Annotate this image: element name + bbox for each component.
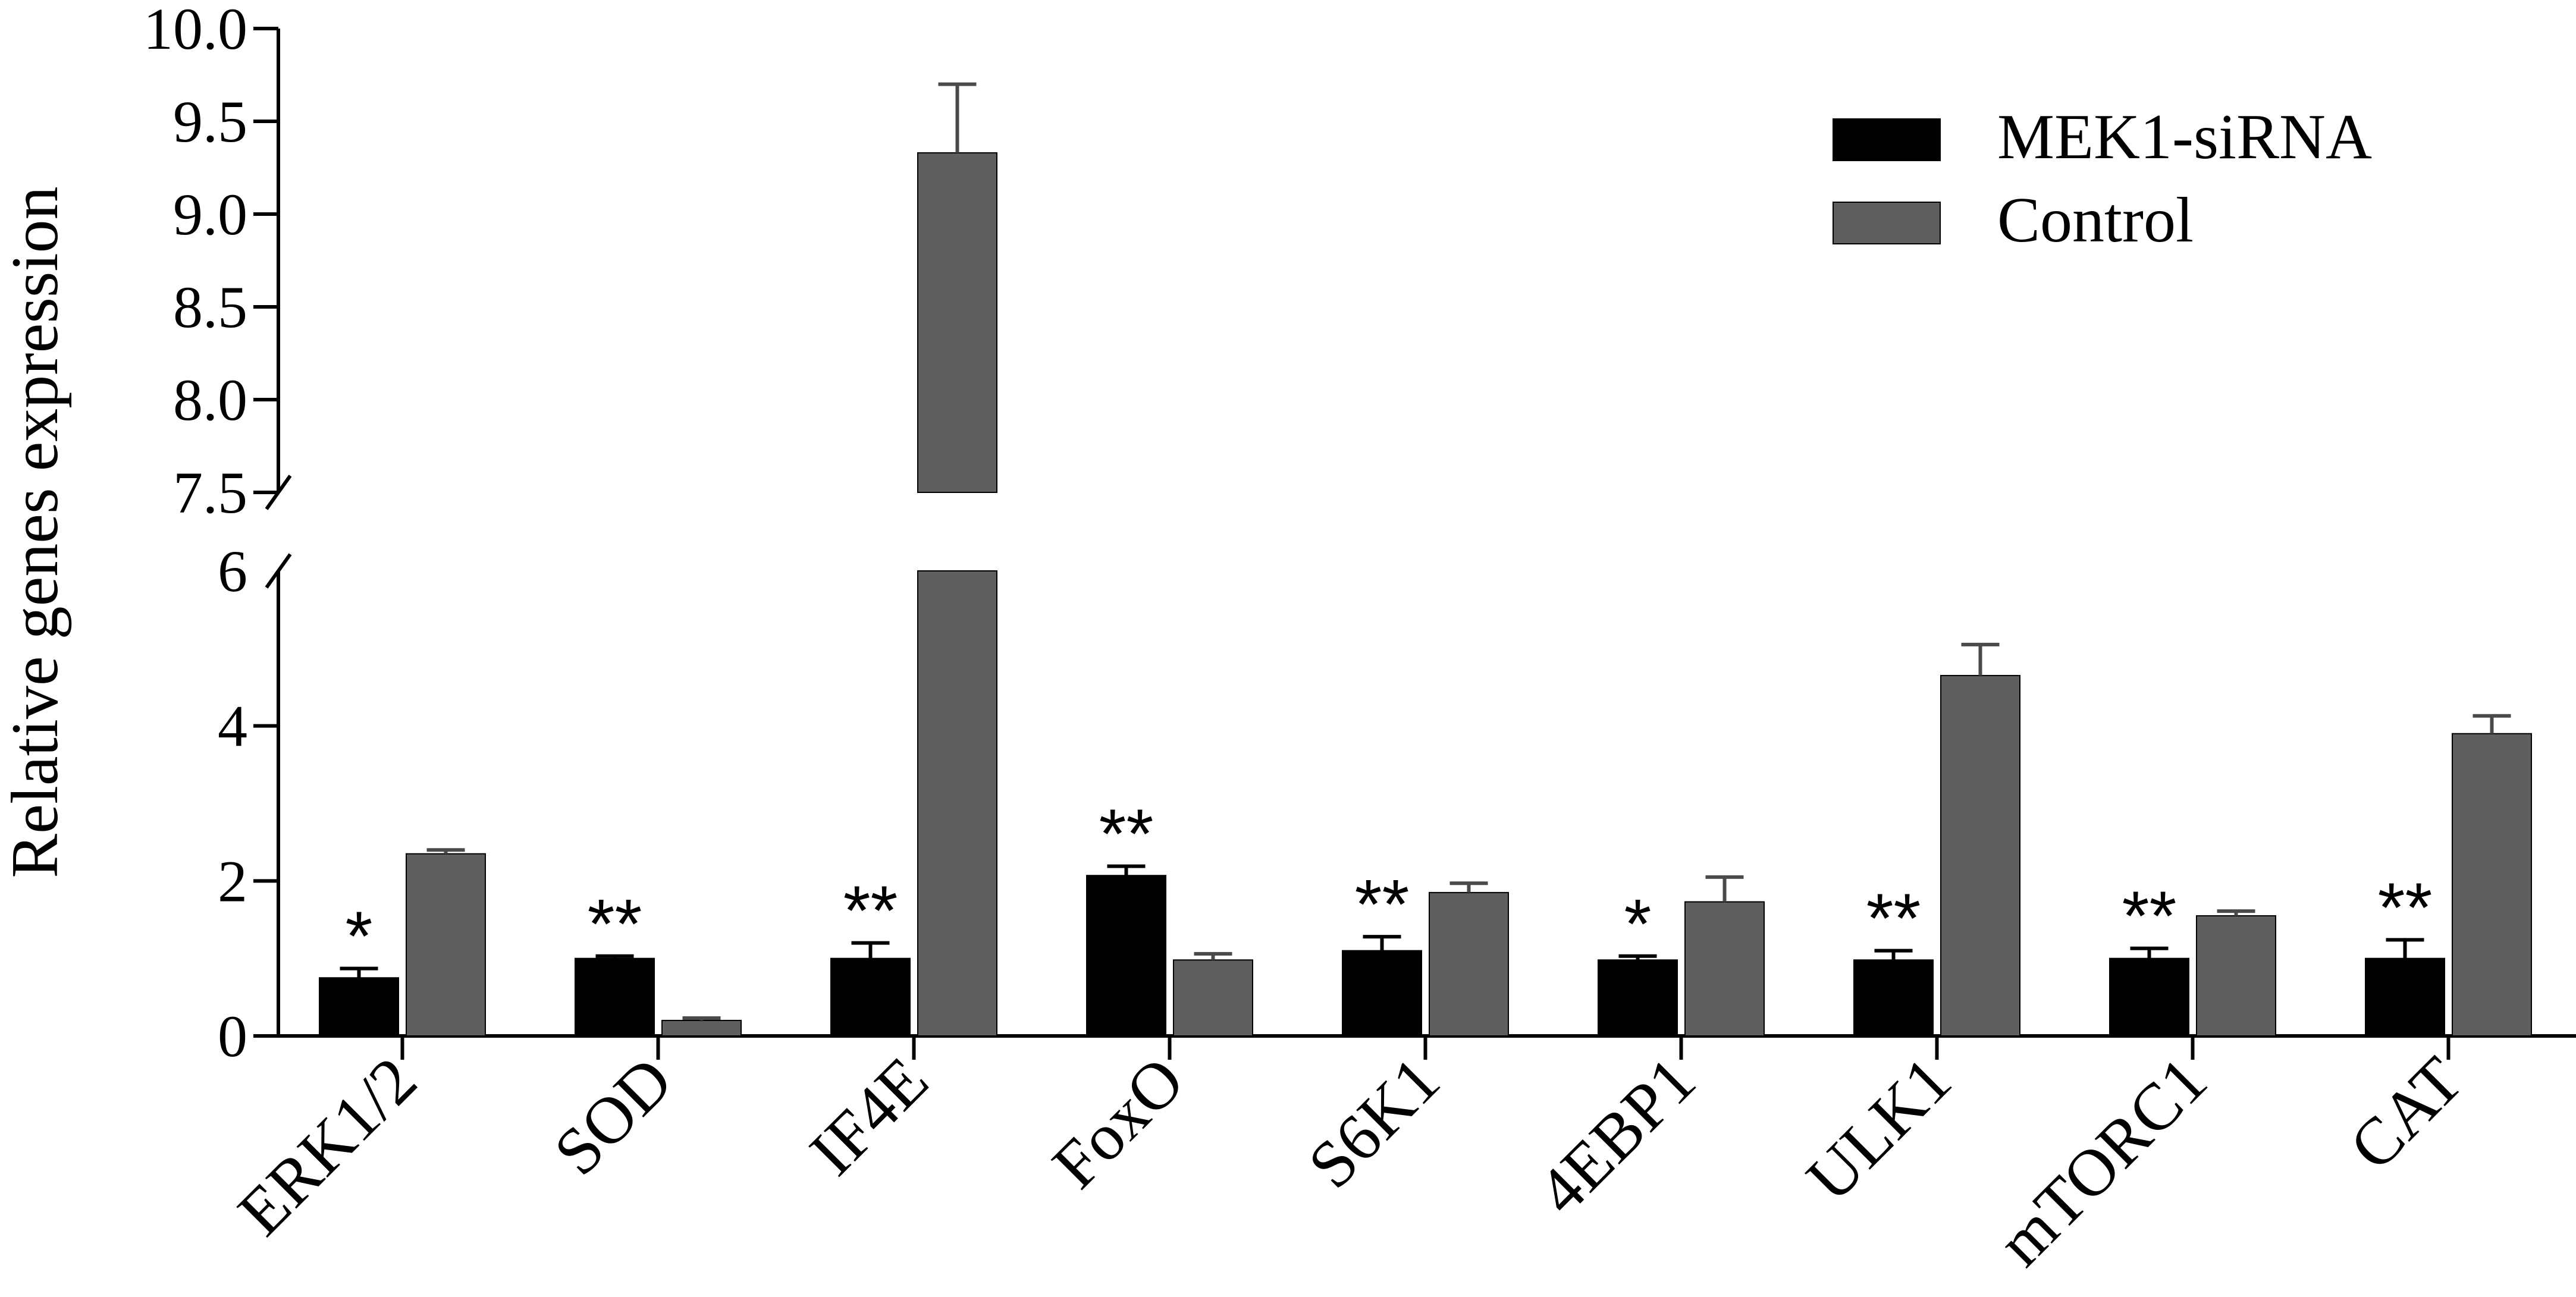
x-tick-label: S6K1 — [1294, 1043, 1454, 1202]
significance-mark: ** — [2378, 868, 2433, 947]
bar-control — [1684, 901, 1765, 1037]
y-tick-label: 8.0 — [173, 367, 247, 433]
significance-mark: ** — [588, 885, 642, 963]
x-tick-label: SOD — [540, 1043, 686, 1189]
significance-mark: ** — [843, 872, 898, 950]
y-tick-label: 10.0 — [143, 0, 247, 62]
bar-mek1-sirna — [575, 957, 655, 1037]
y-tick-label: 0 — [218, 1003, 247, 1069]
bar-mek1-sirna — [830, 957, 911, 1037]
bar-control-upper — [917, 152, 997, 494]
legend-label: MEK1-siRNA — [1997, 102, 2372, 172]
bar-mek1-sirna — [1853, 959, 1934, 1037]
bar-control — [2452, 733, 2532, 1037]
x-tick-label: CAT — [2336, 1043, 2477, 1184]
bar-control — [1173, 959, 1253, 1037]
y-ticks: 0 2 4 7.5 8.0 8.5 9.0 9.5 10.0 6 — [143, 0, 278, 1069]
y-tick-label: 9.0 — [173, 181, 247, 247]
significance-mark: ** — [2122, 877, 2177, 956]
y-tick-label: 7.5 — [173, 460, 247, 526]
significance-mark: * — [346, 897, 373, 976]
legend-label: Control — [1997, 185, 2194, 256]
bar-control — [2196, 915, 2276, 1037]
y-tick-label: 4 — [218, 693, 247, 759]
x-tick-label: ULK1 — [1793, 1043, 1965, 1216]
legend-swatch — [1833, 118, 1941, 161]
bar-control — [1429, 891, 1509, 1037]
y-tick-label: 9.5 — [173, 89, 247, 155]
bar-mek1-sirna — [2365, 957, 2445, 1037]
significance-mark: ** — [1866, 880, 1921, 958]
x-tick-label: FoxO — [1038, 1043, 1198, 1202]
axis-break-mark-lower — [265, 553, 292, 589]
bar-control — [917, 570, 997, 1037]
bar-control — [1940, 674, 2020, 1037]
bar-mek1-sirna — [319, 977, 399, 1037]
significance-mark: ** — [1355, 865, 1410, 944]
x-tick-label: 4EBP1 — [1524, 1043, 1709, 1229]
x-tick-label: mTORC1 — [1984, 1043, 2222, 1280]
y-axis-label: Relative genes expression — [0, 186, 72, 878]
bar-mek1-sirna — [1598, 959, 1678, 1037]
y-tick-label: 6 — [218, 538, 247, 604]
bar-mek1-sirna — [2109, 957, 2189, 1037]
bars — [319, 152, 2532, 1037]
x-tick-label: ERK1/2 — [224, 1043, 431, 1249]
x-tick-labels: ERK1/2 SOD IF4E FoxO S6K1 4EBP1 ULK1 mTORC1 CAT — [224, 1036, 2477, 1280]
x-tick-label: IF4E — [796, 1043, 942, 1189]
bar-mek1-sirna — [1342, 950, 1422, 1037]
bar-mek1-sirna — [1086, 875, 1166, 1037]
error-bars — [340, 82, 2511, 1020]
legend-swatch — [1833, 202, 1941, 244]
legend: MEK1-siRNA Control — [1833, 102, 2372, 256]
significance-mark: ** — [1099, 795, 1154, 874]
y-axis-title: Relative genes expression — [0, 186, 72, 878]
bar-control — [661, 1019, 742, 1037]
significance-mark: * — [1624, 885, 1652, 963]
bar-control — [406, 853, 486, 1037]
y-tick-label: 8.5 — [173, 274, 247, 340]
y-tick-label: 2 — [218, 848, 247, 914]
significance-marks: * ** ****** * ** ** ** — [346, 795, 2433, 976]
